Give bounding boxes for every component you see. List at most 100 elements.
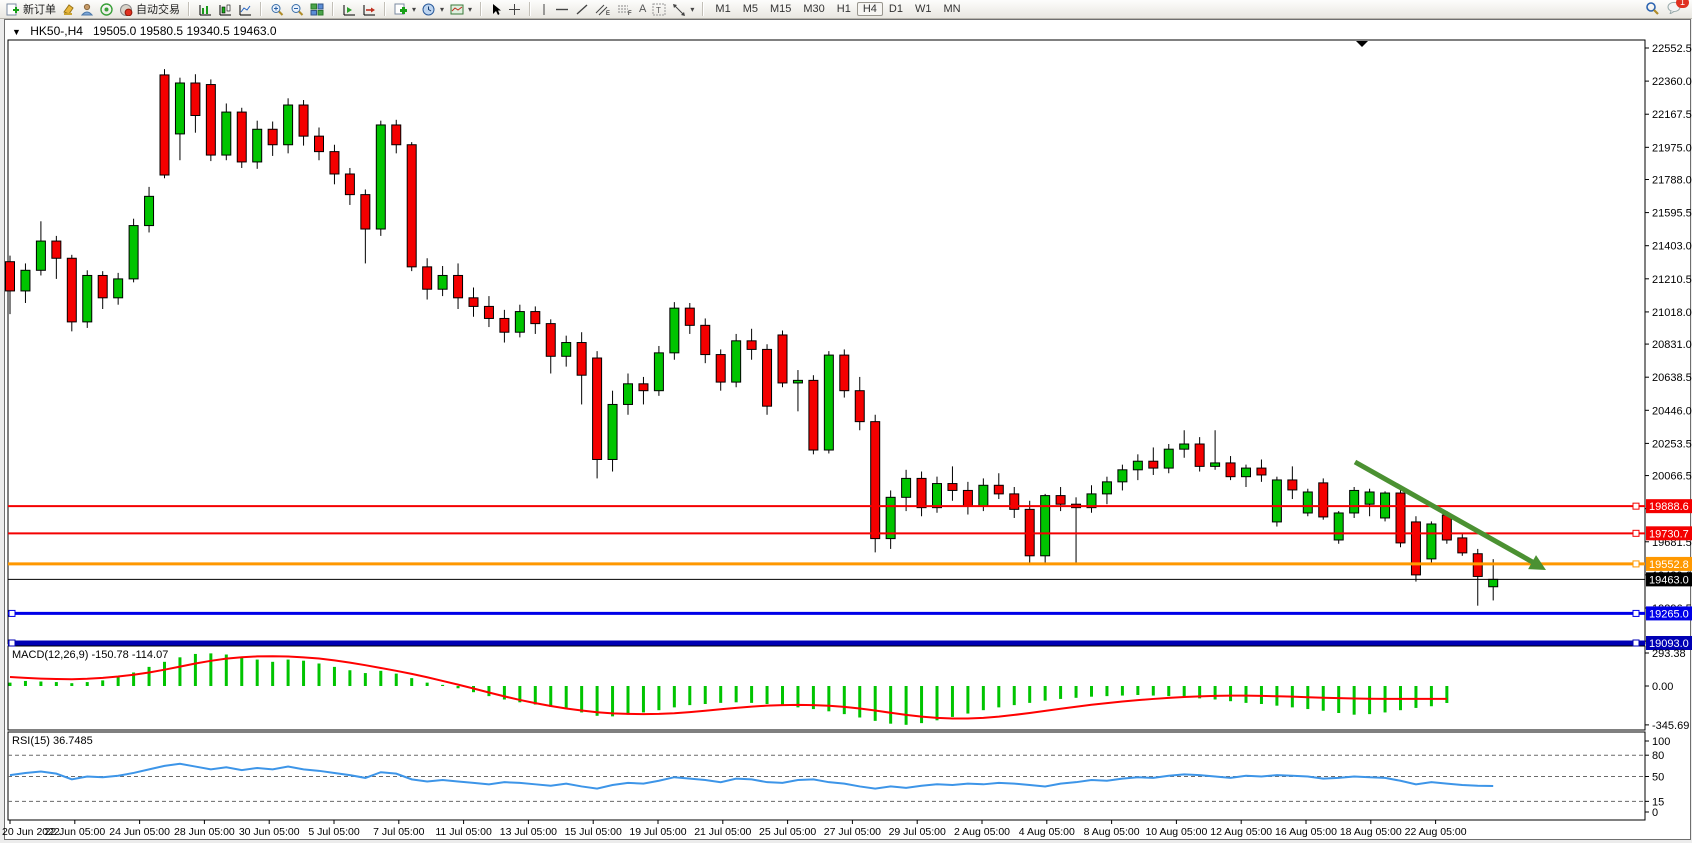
candle: [329, 151, 340, 175]
price-chip-label: 19552.8: [1649, 559, 1689, 571]
ohlc-high: 19580.5: [139, 24, 184, 38]
auto-scroll-button[interactable]: [339, 2, 359, 17]
candle: [715, 354, 726, 383]
candle: [684, 307, 695, 326]
tile-windows-button[interactable]: [307, 2, 327, 17]
notification-badge: 1: [1675, 0, 1689, 8]
timeframe-H4[interactable]: H4: [856, 2, 883, 16]
time-tick-label: 19 Jul 05:00: [629, 826, 686, 838]
ink-icon: [63, 3, 74, 15]
time-tick-label: 10 Aug 05:00: [1145, 826, 1207, 838]
candle: [20, 269, 31, 292]
time-tick-label: 11 Jul 05:00: [435, 826, 492, 838]
dropdown-caret-icon: ▾: [412, 4, 417, 14]
candle: [1302, 491, 1313, 514]
candle: [1271, 479, 1282, 523]
chart-shift-button[interactable]: [359, 2, 379, 17]
timeframe-M5[interactable]: M5: [742, 3, 758, 15]
timeframe-M30[interactable]: M30: [803, 3, 825, 15]
trendline-icon: [576, 3, 588, 15]
time-tick-label: 12 Aug 05:00: [1210, 826, 1272, 838]
vertical-line-button[interactable]: [536, 2, 552, 17]
fibonacci-button[interactable]: F: [614, 2, 636, 17]
horizontal-line-button[interactable]: [552, 2, 572, 17]
candle: [1287, 479, 1298, 491]
autotrading-button[interactable]: 自动交易: [116, 0, 183, 18]
time-tick-label: 28 Jun 05:00: [174, 826, 235, 838]
publisher-button[interactable]: [59, 2, 78, 17]
text-button[interactable]: A: [636, 2, 649, 16]
notifications-button[interactable]: 1: [1667, 0, 1689, 17]
timeframe-M15[interactable]: M15: [769, 3, 792, 15]
level-handle[interactable]: [1632, 639, 1640, 647]
candle: [638, 383, 649, 392]
text-label-button[interactable]: T: [649, 2, 669, 17]
candle: [607, 403, 618, 460]
candle: [190, 82, 201, 117]
candle: [159, 74, 170, 176]
candle: [5, 261, 15, 292]
line-chart-icon: [239, 4, 251, 15]
equidistant-channel-button[interactable]: E: [592, 2, 614, 17]
chart-line-button[interactable]: [235, 2, 255, 17]
autotrading-icon: [120, 3, 133, 16]
person-cloud-icon: [81, 3, 94, 15]
price-tick-label: 21595.5: [1652, 208, 1692, 220]
level-handle[interactable]: [1632, 609, 1640, 617]
new-order-button[interactable]: 新订单: [3, 0, 59, 18]
zoom-out-button[interactable]: [287, 2, 307, 17]
candle: [314, 135, 324, 153]
trend-arrow-head[interactable]: [1528, 555, 1546, 570]
rsi-axis-label: 100: [1652, 736, 1670, 748]
template-icon: [450, 4, 464, 14]
zoom-in-button[interactable]: [267, 2, 287, 17]
crosshair-button[interactable]: [505, 2, 524, 17]
level-handle[interactable]: [8, 609, 16, 617]
time-tick-label: 7 Jul 05:00: [373, 826, 425, 838]
vertical-line-icon: [543, 3, 545, 15]
zoom-out-icon: [291, 3, 304, 16]
timeframe-D1[interactable]: D1: [888, 3, 903, 15]
rsi-line: [9, 762, 1494, 790]
price-chip: [1646, 635, 1692, 650]
bar-chart-icon: [199, 4, 211, 15]
channel-icon: E: [595, 4, 610, 16]
toolbar-separator: [529, 2, 532, 16]
price-chip: [1646, 526, 1692, 541]
time-tick-label: 8 Aug 05:00: [1084, 826, 1140, 838]
templates-button[interactable]: ▾: [447, 2, 475, 17]
macd-signal-line: [9, 655, 1447, 720]
candle: [669, 307, 680, 354]
chart-candles-button[interactable]: [215, 2, 235, 17]
arrows-button[interactable]: ▾: [669, 2, 697, 17]
trend-arrow-line[interactable]: [1353, 459, 1538, 567]
candle: [1132, 460, 1143, 471]
level-handle[interactable]: [1632, 560, 1640, 568]
search-button[interactable]: [1645, 1, 1659, 18]
new-chart-button[interactable]: ▾: [391, 2, 419, 17]
chart-title-caret-icon[interactable]: ▼: [12, 27, 21, 37]
time-tick-label: 5 Jul 05:00: [308, 826, 360, 838]
periods-button[interactable]: ▾: [419, 2, 447, 17]
chart-bars-button[interactable]: [195, 2, 215, 17]
timeframe-M1[interactable]: M1: [715, 3, 731, 15]
rsi-axis-label: 80: [1652, 750, 1664, 762]
level-handle[interactable]: [1632, 529, 1640, 537]
price-tick-label: 21975.0: [1652, 142, 1692, 154]
ohlc-close: 19463.0: [233, 24, 277, 38]
candle: [1333, 512, 1344, 541]
candle: [97, 274, 108, 299]
price-chip: [1646, 499, 1692, 514]
level-handle[interactable]: [1632, 502, 1640, 510]
price-tick-label: 22552.5: [1652, 43, 1692, 55]
timeframe-H1[interactable]: H1: [836, 3, 851, 15]
chart-shift-marker[interactable]: [1356, 41, 1368, 47]
candle: [885, 496, 896, 540]
community-button[interactable]: [78, 2, 97, 17]
trendline-button[interactable]: [572, 2, 592, 17]
signals-button[interactable]: [97, 2, 116, 17]
timeframe-MN[interactable]: MN: [943, 3, 961, 15]
cursor-button[interactable]: [487, 2, 505, 17]
timeframe-W1[interactable]: W1: [914, 3, 932, 15]
level-handle[interactable]: [8, 639, 16, 647]
